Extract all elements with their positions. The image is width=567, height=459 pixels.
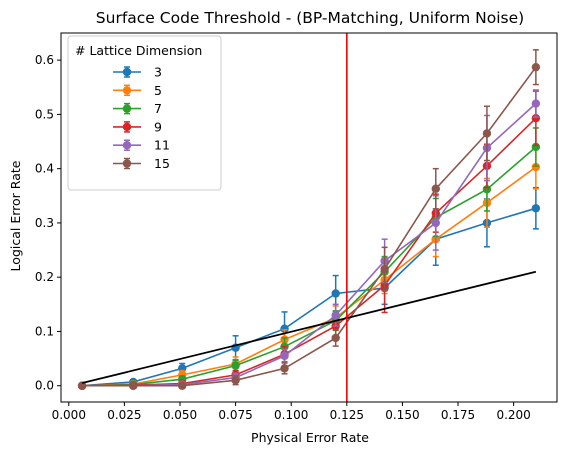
series-line (82, 207, 537, 387)
plot-frame (60, 32, 558, 403)
legend-marker (122, 104, 132, 113)
x-tick-label: 0.200 (496, 408, 530, 422)
data-point (129, 381, 138, 390)
legend-label: 11 (154, 138, 170, 153)
y-tick-label: 0.2 (35, 270, 54, 284)
legend-box (67, 35, 222, 191)
x-tick-label: 0.025 (107, 408, 141, 422)
x-tick-label: 0.050 (163, 408, 197, 422)
data-point (431, 218, 440, 228)
chart-title: Surface Code Threshold - (BP-Matching, U… (96, 9, 524, 27)
series-layer (77, 49, 541, 390)
y-tick-label: 0.4 (35, 162, 54, 176)
legend: # Lattice Dimension 3 5 7 9 11 15 (67, 35, 222, 191)
data-point (531, 162, 541, 172)
series-line (82, 166, 537, 387)
x-tick-label: 0.125 (330, 408, 364, 422)
x-tick-label: 0.000 (52, 408, 86, 422)
data-point (77, 381, 87, 390)
legend-marker (122, 86, 132, 95)
legend-entries: 3 5 7 9 11 15 (113, 65, 170, 171)
y-tick-label: 0.1 (35, 324, 54, 338)
data-point (482, 129, 492, 138)
data-point (280, 364, 289, 373)
y-tick-label: 0.6 (35, 53, 54, 67)
data-point (331, 333, 340, 343)
x-tick-label: 0.075 (218, 408, 252, 422)
data-point (531, 113, 541, 123)
reference-layer (81, 33, 537, 402)
legend-label: 3 (154, 65, 162, 80)
legend-title: # Lattice Dimension (75, 43, 202, 58)
axes-layer: 0.000 0.025 0.050 0.075 0.100 0.125 0.150 0.175… (35, 32, 558, 422)
data-point (531, 99, 541, 108)
series-15 (77, 49, 541, 390)
x-tick-label: 0.175 (441, 408, 475, 422)
series-line (82, 146, 537, 387)
y-tick-label: 0.0 (35, 379, 54, 393)
legend-label: 15 (154, 156, 170, 171)
legend-label: 9 (154, 119, 162, 134)
data-point (331, 289, 340, 298)
y-tick-label: 0.3 (35, 216, 54, 230)
data-point (431, 184, 440, 193)
legend-label: 5 (154, 83, 162, 98)
data-point (178, 381, 187, 390)
data-point (531, 204, 541, 213)
x-tick-label: 0.150 (385, 408, 419, 422)
legend-marker (122, 159, 132, 168)
x-tick-label: 0.100 (274, 408, 308, 422)
data-point (280, 351, 289, 361)
legend-marker (122, 67, 132, 77)
series-line (82, 66, 537, 387)
data-point (231, 361, 240, 370)
y-tick-label: 0.5 (35, 107, 54, 121)
legend-label: 7 (154, 101, 162, 116)
series-3 (77, 186, 541, 390)
reference-line (81, 270, 537, 384)
y-axis-label: Logical Error Rate (8, 160, 23, 271)
data-point (331, 310, 340, 320)
x-axis-label: Physical Error Rate (251, 430, 369, 445)
data-point (380, 264, 389, 274)
legend-marker (122, 122, 132, 132)
data-point (231, 376, 240, 385)
data-point (531, 62, 541, 72)
legend-marker (122, 141, 132, 150)
data-point (280, 324, 289, 333)
